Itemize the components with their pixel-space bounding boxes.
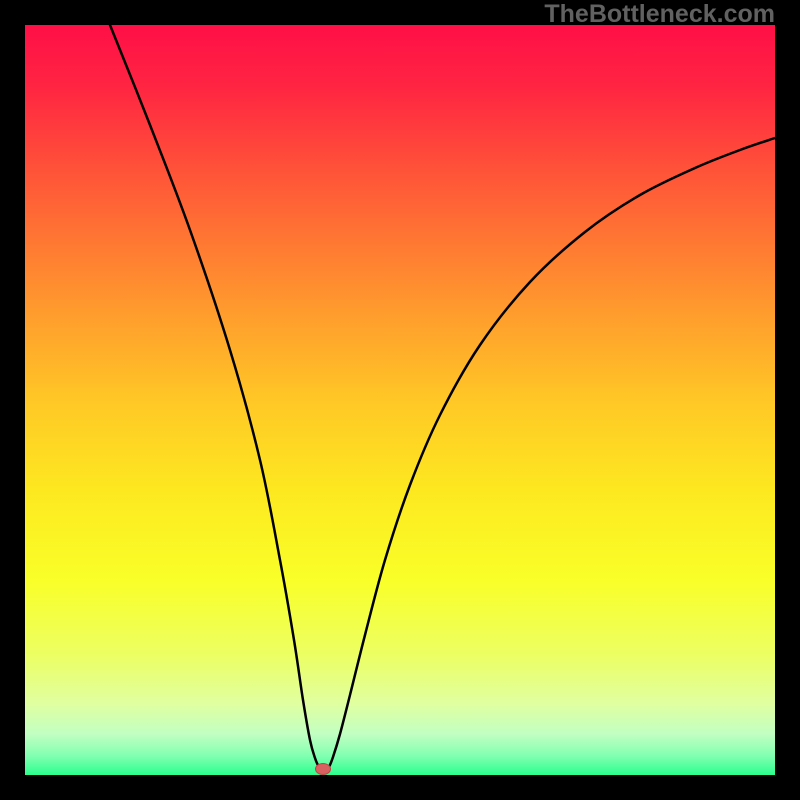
bottleneck-chart: TheBottleneck.com xyxy=(0,0,800,800)
watermark-text: TheBottleneck.com xyxy=(544,0,775,29)
gradient-plot-area xyxy=(25,25,775,775)
optimal-point-marker xyxy=(315,763,331,775)
